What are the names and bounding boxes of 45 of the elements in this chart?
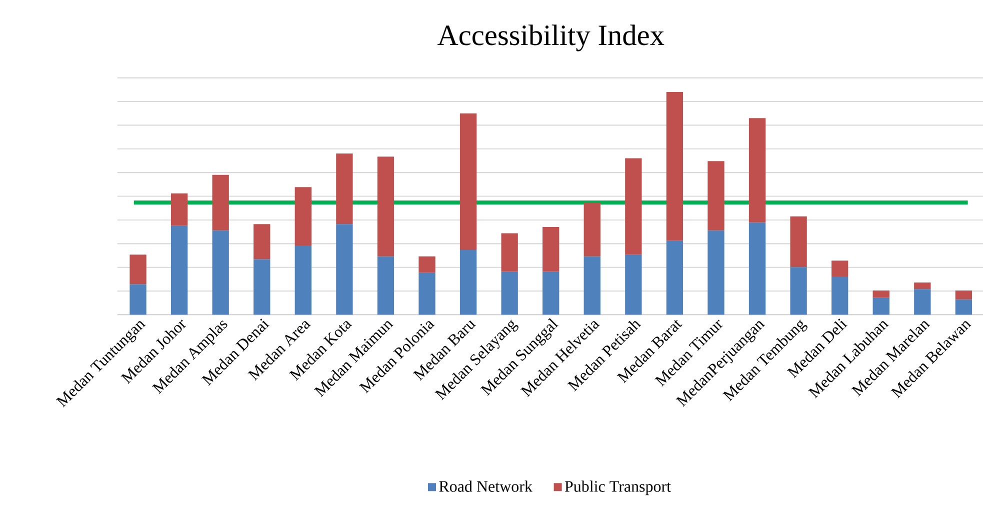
legend-label: Road Network [439,480,532,492]
bar [955,290,972,300]
bar [748,222,766,315]
bar [336,153,353,224]
legend-label: Public Transport [564,480,671,495]
bar [130,284,146,315]
chart-title: Accessibility Index [437,24,664,52]
bar [584,256,600,315]
bar [584,202,600,256]
bar [914,288,931,315]
bar [790,266,807,315]
bar [832,260,848,276]
bar [542,272,560,315]
bar [336,224,353,315]
bar [666,92,684,241]
bar [212,230,229,315]
bar [294,245,312,315]
bar [708,160,724,230]
bar [501,272,518,315]
bar [748,118,766,222]
bar [872,297,890,315]
bar [625,158,642,254]
bar [666,240,684,315]
bar [418,256,436,273]
bar [832,276,848,315]
bar [254,259,270,315]
bar [914,282,931,289]
bar [460,250,477,315]
bar [130,254,146,284]
bar [460,113,477,250]
bar [377,256,394,315]
bar [377,156,394,256]
bar [294,186,312,246]
bar [625,254,642,315]
bar [212,174,229,230]
bar [501,233,518,272]
bar [542,226,560,272]
bar [254,224,270,260]
bar [170,193,188,226]
bar [418,272,436,315]
bar [170,225,188,315]
bar [708,230,724,315]
bar [790,216,807,267]
bar [955,299,972,315]
bar [872,290,890,298]
